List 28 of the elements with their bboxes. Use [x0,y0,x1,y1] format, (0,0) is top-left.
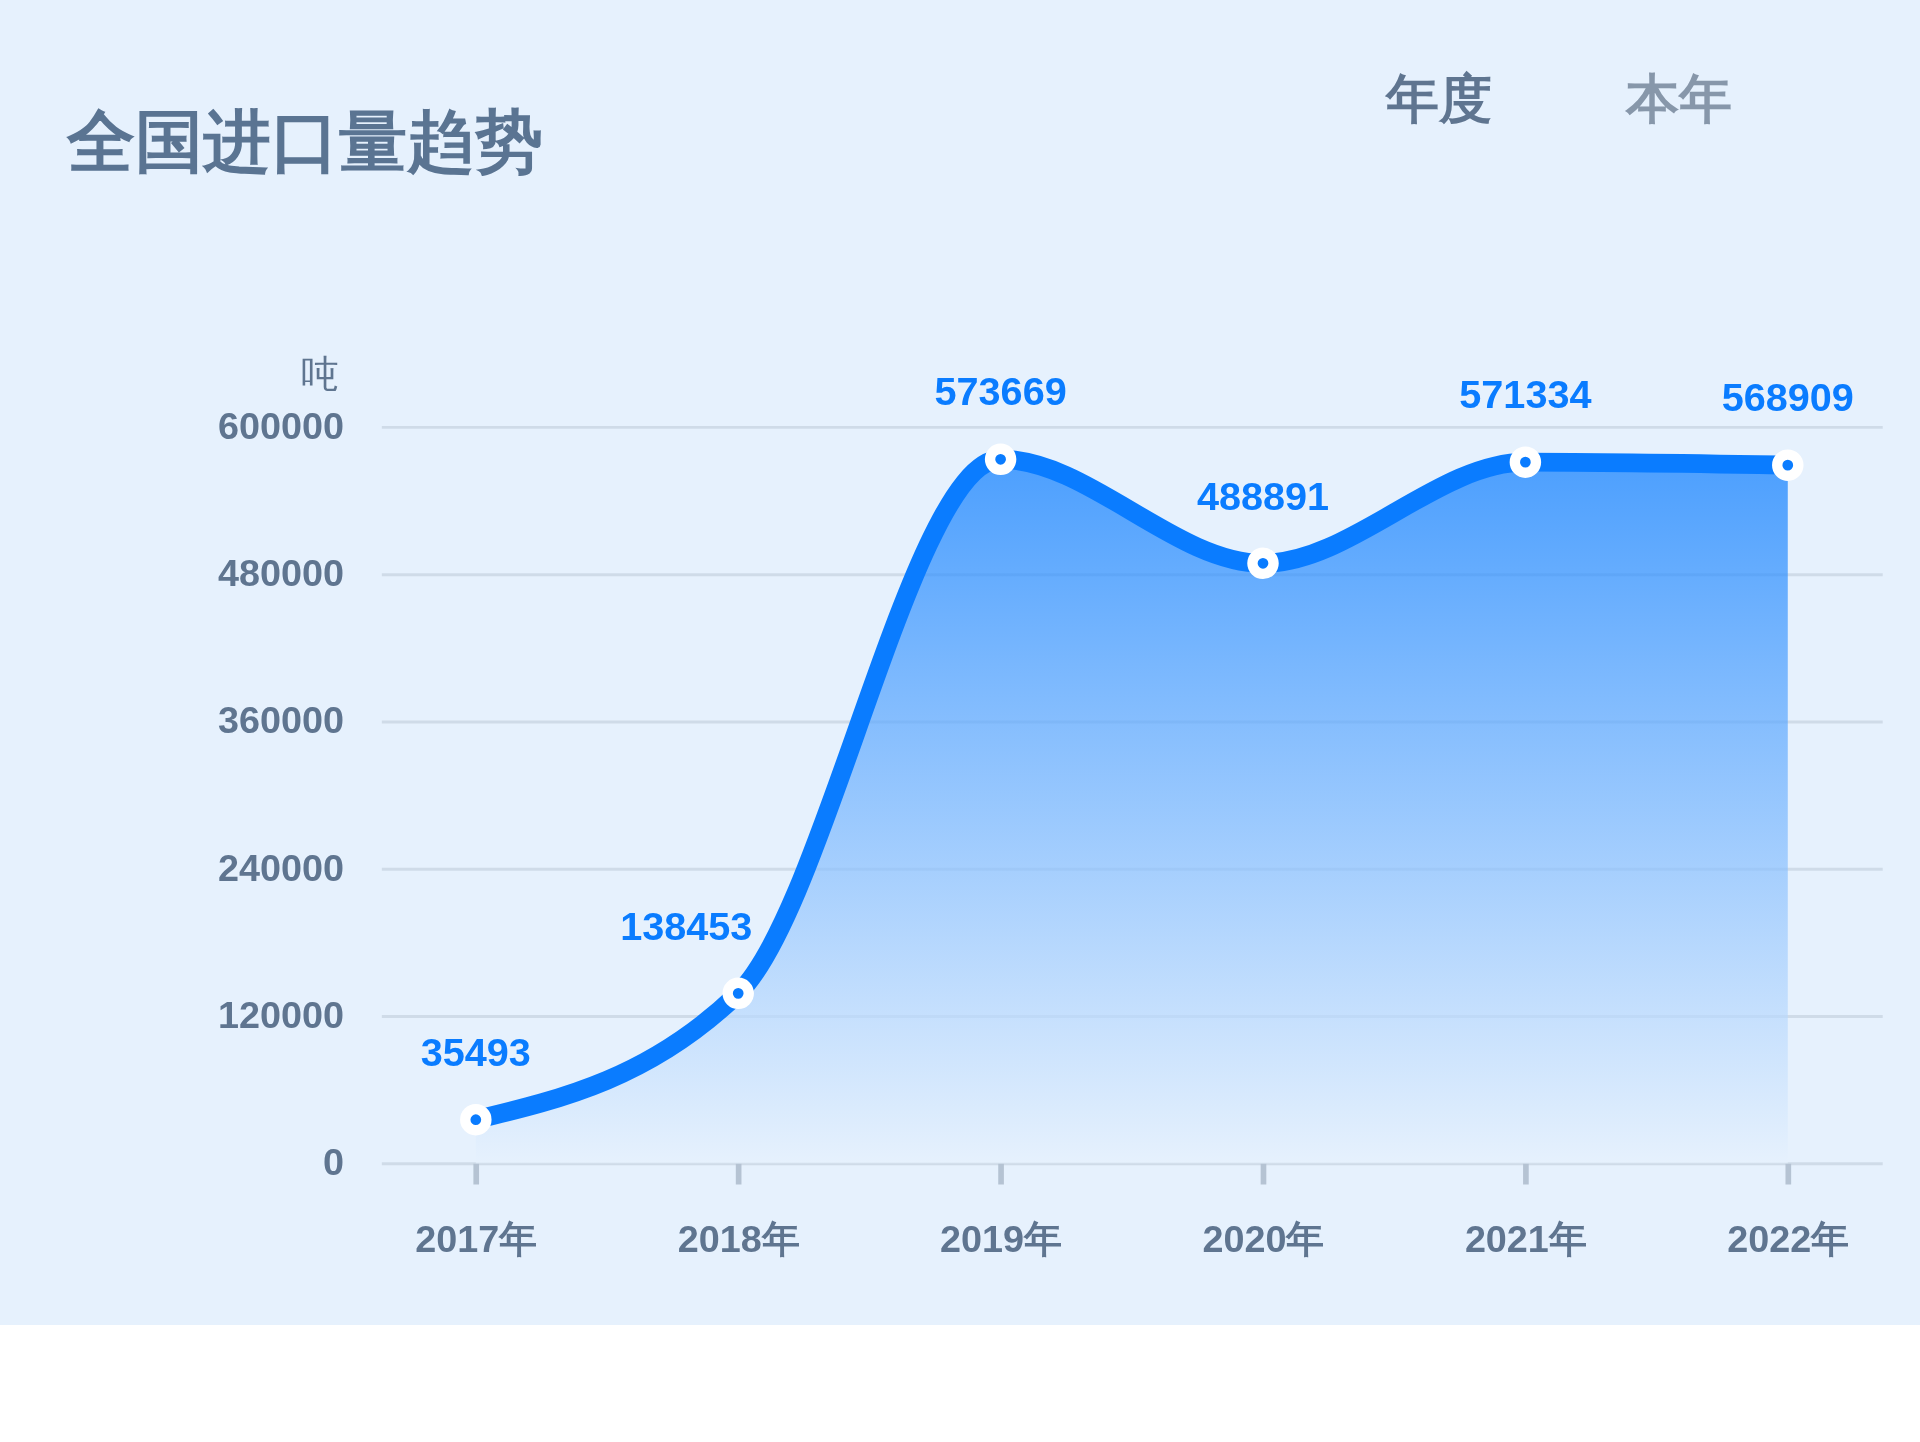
x-tick-label: 2020年 [1202,1218,1325,1261]
text: 年度 [1383,69,1492,129]
data-label: 35493 [420,1029,531,1074]
y-tick-label: 0 [323,1141,345,1184]
point [984,443,1017,476]
y-tick-label: 600000 [218,404,345,447]
data-label: 568909 [1721,375,1854,420]
point [1772,449,1804,481]
data-label: 488891 [1196,473,1330,518]
x-tick-label: 2018年 [677,1218,800,1261]
x-tick-label: 2022年 [1727,1218,1850,1261]
data-label: 573669 [934,369,1067,414]
x-tick-label: 2021年 [1464,1218,1587,1261]
point [722,977,754,1010]
y-tick-label: 120000 [218,993,345,1036]
data-label: 138453 [620,903,753,948]
x-tick-label: 2017年 [415,1218,538,1261]
chart-title: 全国进口量趋势 [65,102,543,179]
point [460,1103,492,1136]
point [1247,547,1279,580]
x-tick-label: 2019年 [940,1218,1063,1261]
y-axis-title: 吨 [301,352,340,395]
data-label: 571334 [1459,372,1592,417]
y-tick-label: 360000 [218,699,345,742]
y-tick-label: 480000 [218,552,345,595]
y-tick-label: 240000 [218,846,345,889]
point [1509,446,1542,478]
text: 本年 [1624,69,1733,129]
